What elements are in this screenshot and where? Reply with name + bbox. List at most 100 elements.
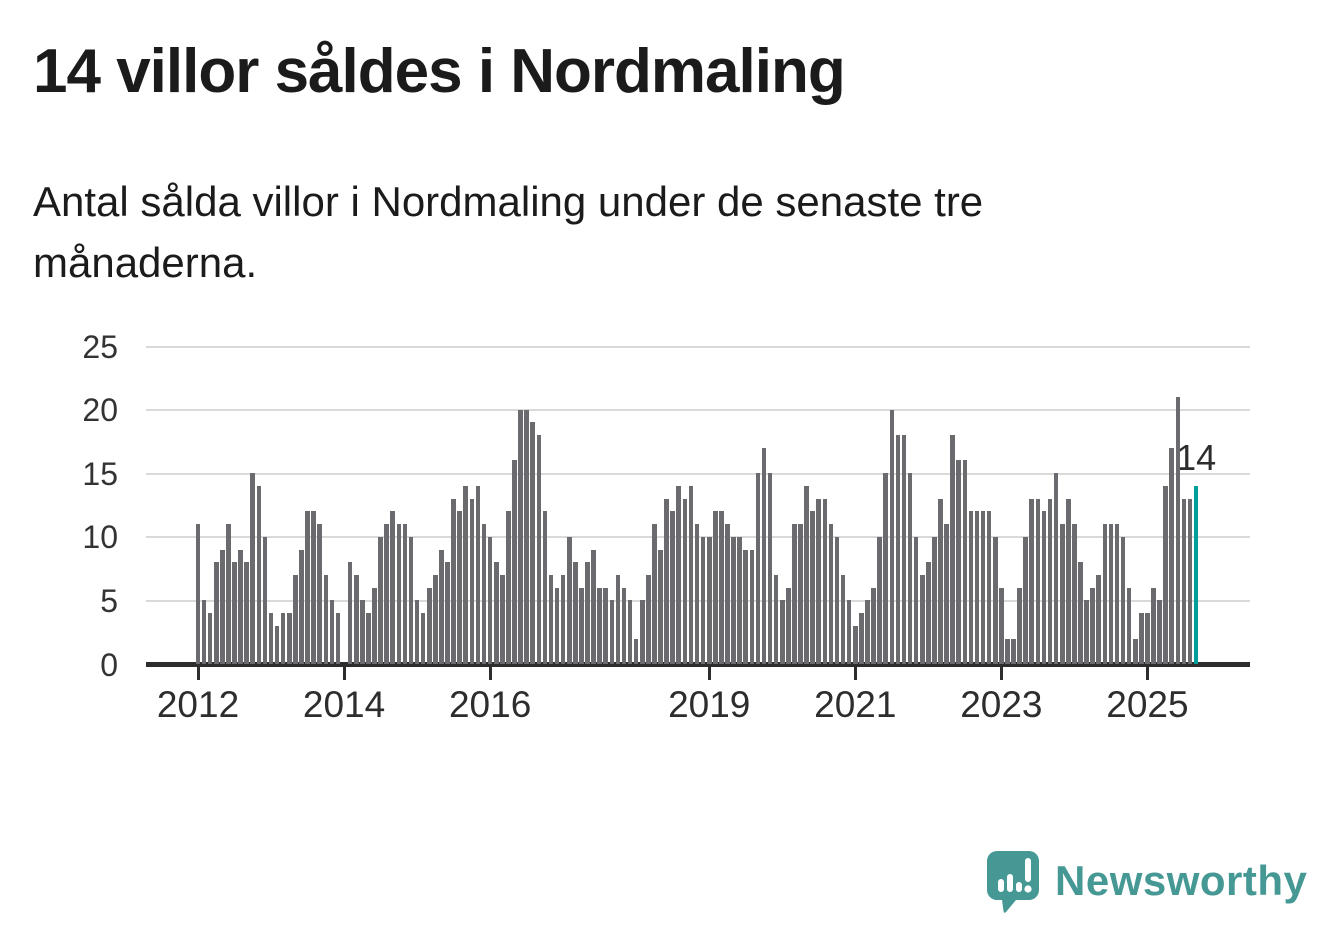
bar — [950, 435, 955, 664]
bar — [372, 587, 377, 664]
bar — [646, 574, 651, 664]
bar — [311, 511, 316, 664]
bar — [560, 574, 566, 664]
bar — [220, 549, 225, 664]
x-axis-line — [146, 662, 1250, 667]
bar — [816, 498, 822, 664]
bar — [408, 536, 414, 664]
bar — [938, 498, 943, 664]
x-axis-label-2025: 2025 — [1106, 684, 1189, 725]
bar — [1181, 498, 1187, 664]
bar — [1065, 498, 1071, 664]
bar — [615, 574, 621, 664]
bar — [877, 536, 882, 664]
bar — [822, 498, 828, 664]
bar — [956, 460, 962, 664]
bar — [1145, 613, 1150, 664]
bar — [201, 600, 207, 664]
x-axis-tick-2014 — [342, 667, 346, 680]
bar — [1187, 498, 1193, 664]
bar — [682, 498, 688, 664]
bar — [603, 587, 609, 664]
bar — [1096, 574, 1102, 664]
bar — [548, 574, 554, 664]
bar — [737, 536, 742, 664]
bar — [232, 562, 237, 664]
y-axis-label-20: 20 — [82, 392, 118, 429]
bar — [396, 524, 402, 664]
bar — [213, 562, 219, 664]
bar — [664, 498, 669, 664]
bar — [627, 600, 633, 664]
bar — [749, 549, 755, 664]
x-axis-label-2014: 2014 — [302, 684, 386, 725]
bar — [524, 409, 529, 664]
bar — [804, 485, 809, 664]
bar — [1011, 638, 1016, 664]
bar — [250, 473, 256, 664]
bar — [384, 524, 389, 664]
bar — [980, 511, 986, 664]
bar — [992, 536, 998, 664]
newsworthy-logo: Newsworthy — [984, 846, 1314, 916]
bar — [366, 613, 371, 664]
bar — [719, 511, 724, 664]
bar — [840, 574, 846, 664]
bar — [554, 587, 560, 664]
bar — [865, 600, 870, 664]
bar — [652, 524, 657, 664]
bar — [1029, 498, 1035, 664]
x-axis-label-2023: 2023 — [960, 684, 1043, 725]
bar — [347, 562, 353, 664]
bar — [986, 511, 992, 664]
bar — [846, 600, 852, 664]
bar — [670, 511, 675, 664]
y-axis-label-0: 0 — [100, 646, 118, 683]
bar — [688, 485, 694, 664]
bar — [360, 600, 365, 664]
bar — [512, 460, 517, 664]
bar — [433, 574, 438, 664]
bar — [420, 613, 426, 664]
bar — [335, 613, 341, 664]
x-axis-tick-2025 — [1145, 667, 1149, 680]
bar — [445, 562, 450, 664]
bar — [1157, 600, 1162, 664]
x-axis-tick-2019 — [707, 667, 711, 680]
bar — [919, 574, 925, 664]
bar — [463, 485, 469, 664]
bar — [810, 511, 815, 664]
bar — [773, 574, 779, 664]
bar — [1017, 587, 1022, 664]
bar — [1090, 587, 1095, 664]
x-axis-label-2021: 2021 — [814, 684, 897, 725]
bar — [244, 562, 249, 664]
y-axis-label-10: 10 — [82, 519, 118, 556]
bar — [1005, 638, 1010, 664]
x-axis-tick-2016 — [488, 667, 492, 680]
bar — [779, 600, 785, 664]
bar — [591, 549, 596, 664]
bar — [1163, 485, 1168, 664]
bar — [274, 625, 280, 664]
bar — [743, 549, 749, 664]
bar — [323, 574, 329, 664]
bar — [1059, 524, 1065, 664]
bar — [1084, 600, 1089, 664]
bar — [913, 536, 919, 664]
bar — [500, 574, 505, 664]
bar — [676, 485, 682, 664]
bar — [1114, 524, 1120, 664]
gridline-15 — [146, 472, 1250, 475]
bar — [299, 549, 304, 664]
last-value-label: 14 — [1176, 437, 1217, 478]
bar — [1126, 587, 1132, 664]
bar — [378, 536, 383, 664]
bar — [725, 524, 730, 664]
bar — [883, 473, 888, 664]
y-axis-label-5: 5 — [100, 582, 118, 619]
bar — [901, 435, 907, 664]
bar — [694, 524, 700, 664]
bar — [700, 536, 706, 664]
